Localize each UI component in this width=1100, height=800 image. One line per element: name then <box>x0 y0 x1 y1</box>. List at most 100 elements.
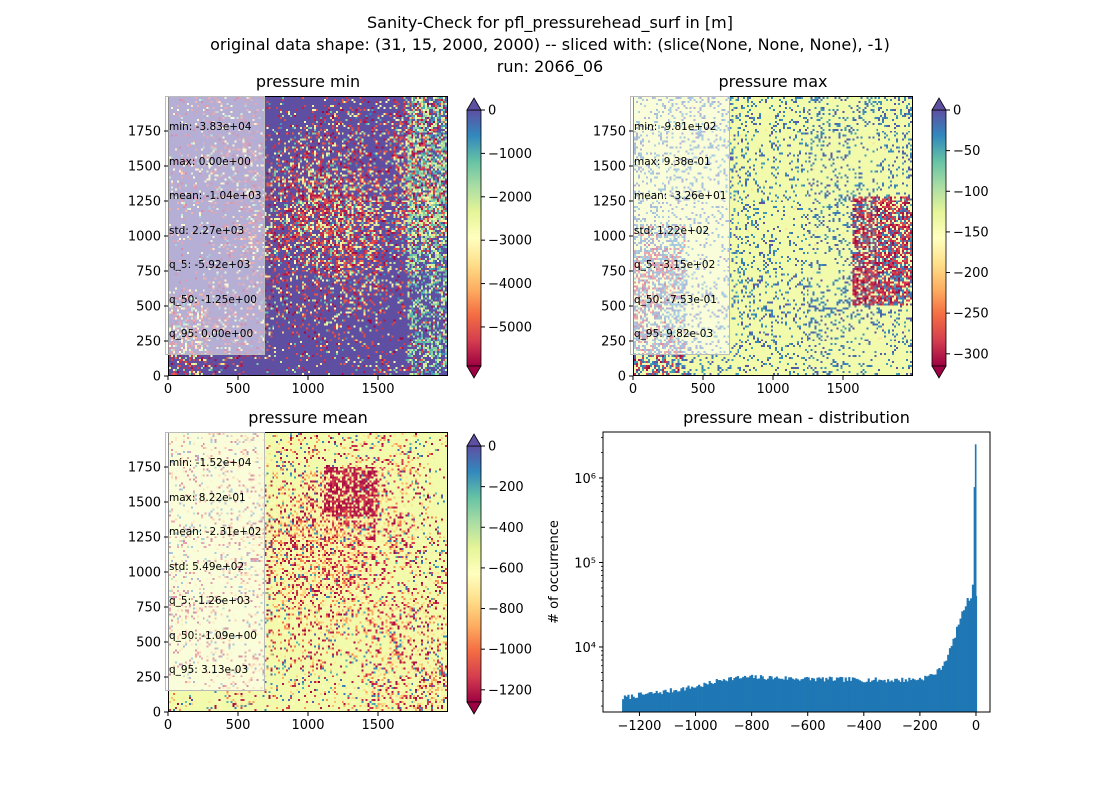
stat-line: min: -9.81e+02 <box>634 121 717 133</box>
histogram-bar <box>752 678 755 712</box>
histogram-bar <box>816 677 819 712</box>
map-min-ytick-label: 1750 <box>128 125 161 140</box>
map-max-ytick-label: 1750 <box>593 125 626 140</box>
histogram-bar <box>706 684 710 712</box>
histogram-bar <box>975 596 978 712</box>
histogram-bar <box>781 678 784 712</box>
colorbar-tick-label: −200 <box>488 480 524 495</box>
histogram-bar <box>948 648 952 712</box>
histogram-bar <box>844 677 847 712</box>
histogram-bar <box>814 681 817 712</box>
map-mean-ytick-label: 1000 <box>128 566 161 581</box>
histogram-xtick-label: −400 <box>846 719 882 734</box>
map-max-ytick-label: 1000 <box>593 230 626 245</box>
stat-line: std: 1.22e+02 <box>634 224 710 237</box>
histogram-bar <box>802 678 805 712</box>
histogram-bar <box>690 686 694 712</box>
histogram-bar <box>957 624 960 712</box>
map-min-xtick-label: 1000 <box>291 382 324 397</box>
histogram-bar <box>943 661 946 712</box>
stat-line: min: -1.52e+04 <box>169 457 252 469</box>
histogram-bar <box>652 693 655 712</box>
colorbar-tick-label: −2000 <box>488 190 532 205</box>
map-mean-ytick-label: 0 <box>153 706 161 721</box>
stat-line: mean: -1.04e+03 <box>169 190 262 202</box>
histogram-bar <box>952 638 955 712</box>
stat-line: q_95: 0.00e+00 <box>169 328 254 340</box>
stat-line: q_5: -1.26e+03 <box>169 595 251 607</box>
histogram-bar <box>904 679 907 712</box>
histogram-bar <box>754 675 757 712</box>
histogram-bar <box>634 698 637 712</box>
histogram-bar <box>855 678 858 712</box>
histogram-bar <box>751 674 754 712</box>
map-min-ytick-label: 750 <box>136 265 161 280</box>
histogram-bar <box>966 597 969 712</box>
histogram-bar <box>742 676 745 712</box>
histogram-bar <box>650 691 653 712</box>
histogram-bar <box>646 693 649 712</box>
histogram-xtick-label: −800 <box>734 719 770 734</box>
histogram-bar <box>782 679 786 712</box>
stat-line: q_95: 9.82e-03 <box>634 328 714 340</box>
histogram-bar <box>736 676 740 712</box>
histogram-bar <box>841 677 844 712</box>
histogram-bar <box>883 679 886 712</box>
histogram-bar <box>676 691 680 712</box>
map-min-xtick-label: 500 <box>226 382 251 397</box>
stat-line: mean: -2.31e+02 <box>169 526 262 538</box>
histogram-bar <box>897 680 900 712</box>
histogram-bar <box>950 645 953 712</box>
histogram-bar <box>832 680 835 712</box>
histogram-bar <box>660 694 664 712</box>
histogram-bar <box>632 696 635 712</box>
map-max-axes: 0 500 1000 1500 0 250 500 750 1000 1250 1500 1750 <box>593 125 860 398</box>
colorbar-extend-bottom <box>466 365 482 379</box>
colorbar-tick-label: −3000 <box>488 234 532 249</box>
histogram-bar <box>895 678 899 712</box>
stat-line: mean: -3.26e+01 <box>634 190 727 202</box>
stat-line: q_50: -1.25e+00 <box>169 293 257 306</box>
histogram-bar <box>851 677 854 712</box>
histogram-bar <box>768 676 771 712</box>
histogram-bar <box>629 698 632 712</box>
colorbar-tick-label: −1000 <box>488 147 532 162</box>
histogram-bar <box>747 677 750 712</box>
histogram-bar <box>722 679 725 712</box>
colorbar-tick-label: 0 <box>953 104 961 119</box>
histogram-bar <box>779 678 782 712</box>
colorbar-tick-label: −150 <box>953 225 989 240</box>
stat-line: max: 0.00e+00 <box>169 155 251 168</box>
histogram-bar <box>668 692 671 712</box>
map-mean-ytick-label: 1500 <box>128 496 161 511</box>
histogram-bar <box>933 674 936 712</box>
histogram-bar <box>918 677 922 712</box>
histogram-bar <box>622 699 625 712</box>
histogram-bar <box>929 674 932 712</box>
histogram-bar <box>791 678 794 712</box>
histogram-bar <box>888 681 892 712</box>
histogram-bar <box>940 669 943 712</box>
histogram-bar <box>839 676 842 712</box>
histogram-bar <box>659 692 662 712</box>
histogram-bar <box>729 677 733 712</box>
map-max-ytick-label: 500 <box>601 300 626 315</box>
figure-title-line1: Sanity-Check for pfl_pressurehead_surf i… <box>367 13 733 32</box>
histogram-bar <box>680 688 683 712</box>
stats-box-mean: min: -1.52e+04 max: 8.22e-01 mean: -2.31… <box>165 432 266 691</box>
stat-line: std: 5.49e+02 <box>169 560 245 573</box>
colorbar-tick-label: 0 <box>488 104 496 119</box>
histogram-bar <box>726 681 729 712</box>
panel-title-max: pressure max <box>718 72 828 91</box>
histogram-bar <box>922 680 925 712</box>
histogram-bar <box>745 677 748 712</box>
histogram-bar <box>934 674 937 712</box>
histogram-bar <box>961 611 964 712</box>
histogram-bar <box>809 680 812 712</box>
histogram-bar <box>947 654 950 712</box>
histogram-bar <box>678 691 681 712</box>
map-max-ytick-label: 1500 <box>593 160 626 175</box>
colorbar-tick-label: −800 <box>488 602 524 617</box>
stat-line: q_5: -3.15e+02 <box>634 259 716 271</box>
histogram-bar <box>712 683 715 712</box>
